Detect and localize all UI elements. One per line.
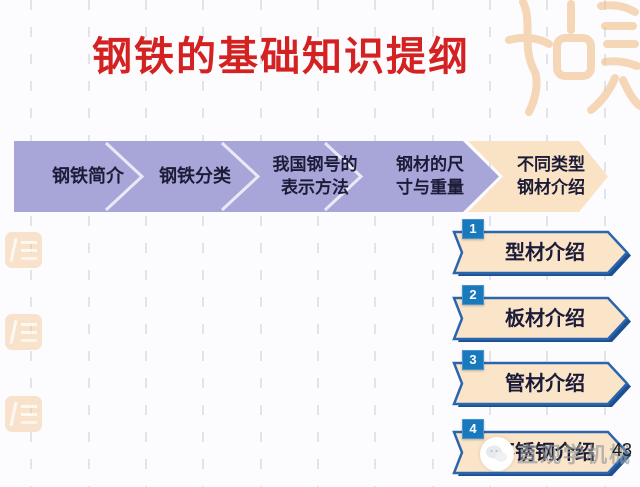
flow-separator bbox=[323, 141, 364, 212]
flow-separator bbox=[220, 141, 261, 212]
topic-number-badge: 4 bbox=[462, 419, 484, 439]
dashed-guide-line bbox=[432, 0, 434, 487]
dashed-guide-line bbox=[88, 0, 90, 487]
watermark: 直观学机械 bbox=[480, 437, 632, 471]
topic-number-badge: 3 bbox=[462, 350, 484, 370]
dashed-guide-line bbox=[145, 0, 147, 487]
seal-stamp-decoration bbox=[5, 396, 42, 432]
topic-label: 板材介绍 bbox=[505, 308, 585, 330]
topic-label: 不锈钢介绍 bbox=[495, 442, 595, 464]
wechat-icon bbox=[480, 437, 514, 471]
corner-calligraphy-decoration bbox=[505, 0, 640, 116]
topic-number-badge: 1 bbox=[462, 219, 484, 239]
topic-banner: 3 管材介绍 bbox=[450, 350, 635, 407]
topic-banner: 2 板材介绍 bbox=[450, 285, 635, 342]
topic-banner-arrow bbox=[452, 230, 631, 276]
topic-banner-arrow bbox=[452, 361, 631, 407]
topic-banner-arrow bbox=[452, 296, 631, 342]
process-flow-band bbox=[14, 141, 608, 212]
page-title: 钢铁的基础知识提纲 bbox=[92, 34, 470, 79]
flow-step-label: 钢铁简介 bbox=[52, 165, 124, 186]
flow-step-label: 钢材的尺 寸与重量 bbox=[396, 155, 464, 197]
banner-shape bbox=[452, 230, 629, 275]
banner-shape bbox=[452, 296, 629, 341]
topic-banner: 1 型材介绍 bbox=[450, 219, 635, 276]
dashed-guide-line bbox=[374, 0, 376, 487]
banner-shape bbox=[452, 361, 629, 406]
topic-number-badge: 2 bbox=[462, 285, 484, 305]
seal-stamp-decoration bbox=[5, 232, 42, 268]
dashed-guide-line bbox=[202, 0, 204, 487]
dashed-guide-line bbox=[317, 0, 319, 487]
flow-step-label: 不同类型 钢材介绍 bbox=[517, 155, 585, 197]
flow-step-label: 我国钢号的 表示方法 bbox=[272, 155, 358, 197]
flow-separator bbox=[104, 141, 145, 212]
page-number: 43 bbox=[612, 440, 633, 460]
seal-stamp-decoration bbox=[5, 314, 42, 350]
topic-label: 管材介绍 bbox=[505, 373, 585, 395]
flow-step-label: 钢铁分类 bbox=[159, 165, 231, 186]
dashed-guide-line bbox=[260, 0, 262, 487]
watermark-text: 直观学机械 bbox=[517, 444, 632, 467]
flow-final-arrow-shape bbox=[468, 141, 608, 212]
topic-label: 型材介绍 bbox=[505, 242, 585, 264]
